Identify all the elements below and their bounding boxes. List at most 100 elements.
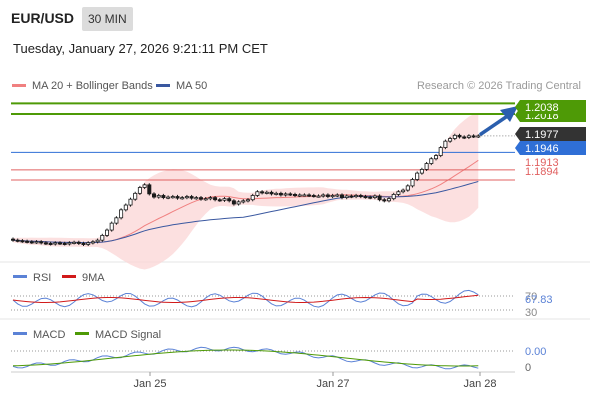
timeframe-button[interactable]: 30 MIN: [82, 7, 133, 31]
candle-body: [269, 191, 274, 195]
candle-body: [297, 194, 302, 197]
macd-legend-swatch: [13, 332, 27, 335]
candle-body: [283, 193, 288, 196]
candle-body: [123, 204, 128, 211]
candle-body: [15, 239, 20, 242]
rsi-scale-70: 70: [525, 291, 537, 303]
candle-body: [358, 195, 363, 198]
ma50-line: [12, 181, 479, 244]
candle-body: [405, 185, 410, 191]
candle-body: [161, 195, 166, 198]
legend-ma20-label: MA 20 + Bollinger Bands: [32, 80, 153, 92]
candle-body: [452, 134, 457, 139]
candle-body: [339, 194, 344, 198]
time-axis-label: Jan 25: [133, 378, 166, 390]
bollinger-band: [13, 112, 479, 270]
candle-body: [175, 196, 180, 199]
candle-body: [419, 168, 424, 174]
candle-body: [109, 222, 114, 231]
candle-body: [25, 240, 30, 243]
candle-body: [180, 197, 185, 200]
tag-1.1977-bg: [515, 127, 586, 141]
candle-body: [81, 242, 86, 245]
candle-body: [105, 229, 110, 236]
macd-signal-line: [12, 349, 479, 367]
candle-body: [274, 192, 279, 195]
candle-body: [156, 195, 161, 198]
candle-body: [466, 135, 471, 138]
forecast-arrow: [479, 115, 508, 136]
tag-1.1946: 1.1946: [525, 143, 559, 155]
rsi-line: [12, 289, 479, 308]
candle-body: [443, 140, 448, 148]
candle-body: [236, 201, 241, 205]
candle-body: [198, 197, 203, 200]
candle-body: [368, 196, 373, 199]
rsi-ma-legend-label: 9MA: [82, 272, 105, 284]
candle-body: [307, 194, 312, 197]
candle-body: [476, 135, 481, 138]
candle-body: [288, 193, 293, 196]
candle-body: [325, 194, 330, 197]
rsi-legend-swatch: [13, 275, 27, 278]
tag-1.1894: 1.1894: [525, 166, 559, 178]
candle-body: [137, 187, 142, 194]
candle-body: [330, 195, 335, 198]
tag-1.1977: 1.1977: [525, 129, 559, 141]
rsi-last-value: 67.83: [525, 294, 553, 306]
candle-body: [264, 191, 269, 194]
candle-body: [278, 192, 283, 196]
candle-body: [302, 194, 307, 197]
rsi-ma-legend-swatch: [62, 275, 76, 278]
candle-body: [194, 197, 199, 200]
candle-body: [241, 200, 246, 203]
candle-body: [128, 198, 133, 206]
ma20-swatch: [12, 83, 26, 87]
rsi-ma-line: [12, 294, 479, 303]
rsi-legend-label: RSI: [33, 272, 51, 284]
candle-body: [114, 217, 119, 224]
candle-body: [203, 198, 208, 201]
candle-body: [166, 196, 171, 199]
candle-body: [213, 197, 218, 201]
candle-body: [396, 191, 401, 195]
credit-text: Research © 2026 Trading Central: [416, 80, 581, 92]
candle-body: [95, 239, 100, 243]
legend-ma50: MA 50: [156, 80, 207, 92]
candle-body: [227, 198, 232, 202]
macd-signal-legend-swatch: [75, 332, 89, 335]
candle-body: [386, 198, 391, 202]
candle-body: [316, 195, 321, 198]
candle-body: [39, 241, 44, 244]
rsi-scale-30: 30: [525, 307, 537, 319]
forecast-arrow-head: [500, 106, 518, 122]
tag-1.2038: 1.2038: [525, 102, 559, 114]
candle-body: [184, 196, 189, 199]
candle-body: [151, 193, 156, 198]
candle-body: [29, 241, 34, 244]
candle-body: [48, 242, 53, 245]
macd-legend-label: MACD: [33, 329, 65, 341]
candle-body: [448, 138, 453, 142]
candle-body: [53, 242, 58, 245]
candle-body: [189, 196, 194, 199]
tag-1.2038-bg: [515, 100, 586, 114]
candle-body: [401, 189, 406, 193]
time-axis-label: Jan 27: [316, 378, 349, 390]
ma50-swatch: [156, 83, 170, 87]
candle-body: [133, 192, 138, 200]
candle-body: [292, 194, 297, 197]
candle-body: [438, 147, 443, 156]
macd-scale-zero: 0: [525, 362, 531, 374]
candle-body: [147, 184, 152, 195]
candle-body: [34, 241, 39, 244]
candle-body: [250, 195, 255, 201]
tag-1.1913: 1.1913: [525, 157, 559, 169]
candle-body: [119, 209, 124, 219]
candle-body: [217, 199, 222, 202]
candle-body: [255, 191, 260, 196]
candle-body: [231, 200, 236, 205]
candle-body: [260, 191, 265, 194]
candle-body: [86, 242, 91, 245]
